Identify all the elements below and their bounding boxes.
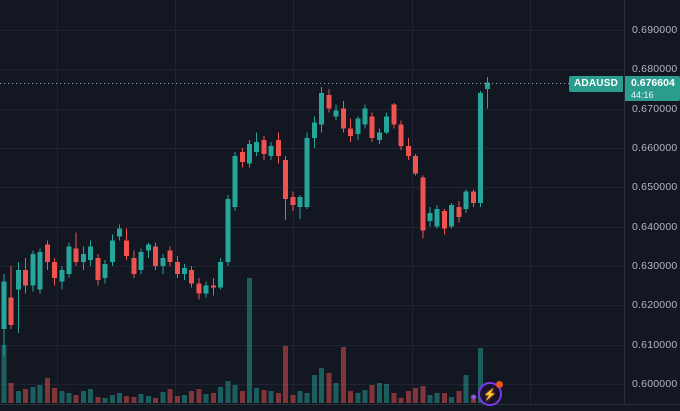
lightning-badge-icon[interactable]: ⚡ ✦ <box>469 381 503 406</box>
price-tick-label: 0.610000 <box>632 338 678 351</box>
symbol-label: ADAUSD <box>574 78 618 89</box>
price-tick-label: 0.690000 <box>632 24 678 36</box>
last-price-tag: 0.676604 44:16 <box>625 76 680 101</box>
last-price-value: 0.676604 <box>631 77 675 89</box>
candles-layer <box>1 77 491 357</box>
price-tick-label: 0.640000 <box>632 220 678 233</box>
lightning-bolt-icon: ⚡ <box>483 388 497 401</box>
symbol-price-tag: ADAUSD <box>569 76 623 92</box>
price-tick-label: 0.620000 <box>632 299 678 312</box>
candlestick-chart[interactable] <box>0 0 624 411</box>
price-tick-label: 0.630000 <box>632 260 678 272</box>
sparkle-icon: ✦ <box>469 392 479 404</box>
bar-countdown: 44:16 <box>631 90 654 100</box>
price-tick-label: 0.670000 <box>632 102 678 115</box>
volume-layer <box>1 278 491 403</box>
price-tick-label: 0.650000 <box>632 181 678 194</box>
price-tick-label: 0.600000 <box>632 378 678 390</box>
price-tick-label: 0.660000 <box>632 142 678 154</box>
notification-dot <box>496 381 503 388</box>
time-axis[interactable] <box>0 404 680 411</box>
price-axis[interactable]: 0.690000 0.680000 0.670000 0.660000 0.650000… <box>624 0 680 404</box>
grid-layer <box>0 0 624 404</box>
price-tick-label: 0.680000 <box>632 63 678 76</box>
